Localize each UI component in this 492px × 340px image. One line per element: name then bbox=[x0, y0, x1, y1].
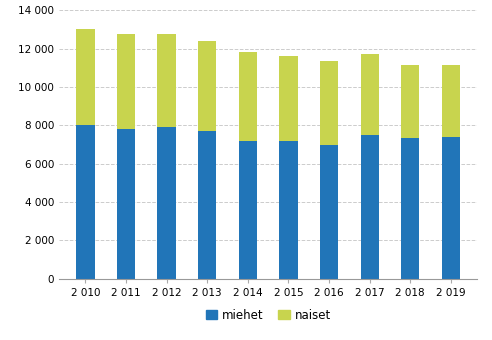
Bar bbox=[320, 144, 338, 279]
Bar bbox=[198, 131, 216, 279]
Bar bbox=[198, 41, 216, 131]
Bar bbox=[361, 54, 379, 135]
Bar bbox=[401, 65, 419, 138]
Bar bbox=[442, 137, 460, 279]
Bar bbox=[279, 56, 298, 141]
Bar bbox=[239, 52, 257, 141]
Bar bbox=[361, 135, 379, 279]
Bar bbox=[157, 127, 176, 279]
Bar bbox=[279, 141, 298, 279]
Bar bbox=[401, 138, 419, 279]
Bar bbox=[239, 141, 257, 279]
Bar bbox=[76, 29, 94, 125]
Bar bbox=[76, 125, 94, 279]
Bar bbox=[117, 34, 135, 129]
Bar bbox=[442, 65, 460, 137]
Bar bbox=[157, 34, 176, 127]
Bar bbox=[320, 61, 338, 144]
Legend: miehet, naiset: miehet, naiset bbox=[201, 304, 336, 327]
Bar bbox=[117, 129, 135, 279]
